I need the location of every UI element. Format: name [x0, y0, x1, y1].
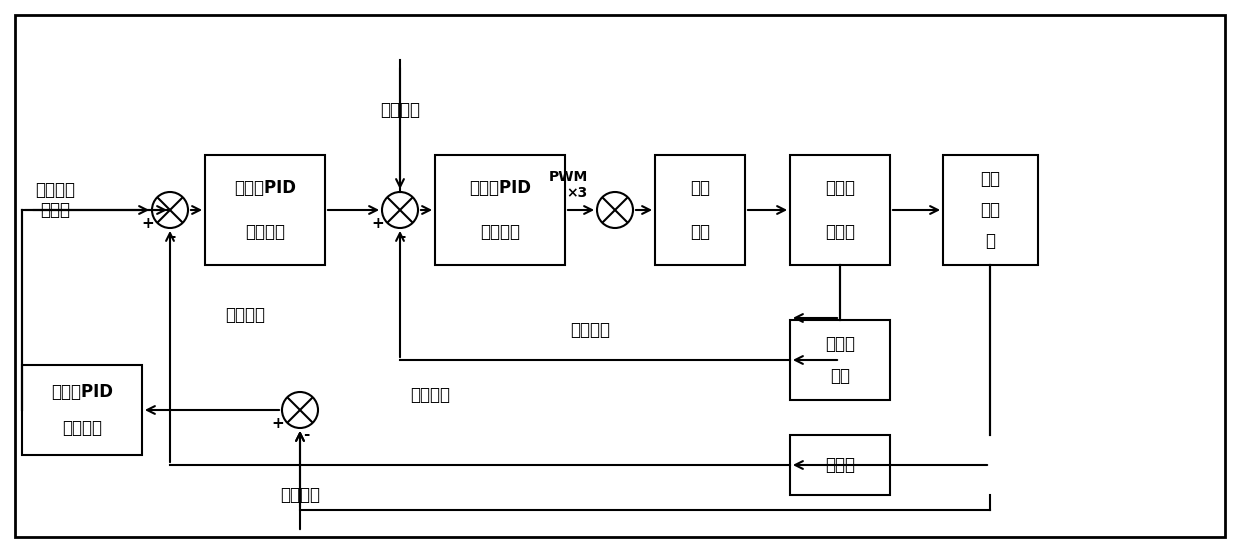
Bar — [22, 365, 143, 455]
Text: 当前偏距: 当前偏距 — [410, 386, 450, 404]
Text: 当前角度: 当前角度 — [224, 306, 265, 324]
Text: +: + — [272, 417, 284, 432]
Text: 控制单元: 控制单元 — [62, 419, 102, 437]
Text: -: - — [399, 229, 405, 243]
Text: 期望偏距: 期望偏距 — [280, 486, 320, 504]
Text: 姿态环PID: 姿态环PID — [234, 179, 296, 197]
Bar — [205, 155, 325, 265]
Text: 扫地: 扫地 — [980, 169, 999, 188]
Text: 期望姿态
偏航角: 期望姿态 偏航角 — [35, 181, 74, 219]
Text: 直流有: 直流有 — [825, 179, 856, 197]
Text: PWM
×3: PWM ×3 — [549, 170, 588, 200]
Bar — [790, 435, 890, 495]
Circle shape — [153, 192, 188, 228]
Text: 机器: 机器 — [980, 201, 999, 219]
Text: 驱动: 驱动 — [689, 179, 711, 197]
Text: 速度环PID: 速度环PID — [469, 179, 531, 197]
Text: 偏距环PID: 偏距环PID — [51, 383, 113, 401]
Text: 人: 人 — [985, 232, 994, 251]
Text: 光电编: 光电编 — [825, 335, 856, 353]
Text: 控制单元: 控制单元 — [480, 223, 520, 241]
Text: 刷电机: 刷电机 — [825, 223, 856, 241]
Text: 陀螺仪: 陀螺仪 — [825, 456, 856, 474]
Text: 控制单元: 控制单元 — [246, 223, 285, 241]
Text: -: - — [169, 229, 175, 243]
Circle shape — [596, 192, 632, 228]
Bar — [942, 155, 1038, 265]
Text: 码器: 码器 — [830, 367, 849, 385]
Bar — [435, 155, 565, 265]
Circle shape — [382, 192, 418, 228]
Text: -: - — [303, 427, 309, 443]
Text: +: + — [372, 216, 384, 231]
Text: 单元: 单元 — [689, 223, 711, 241]
Bar — [790, 155, 890, 265]
Text: +: + — [141, 216, 154, 231]
Text: 期望速度: 期望速度 — [379, 101, 420, 119]
Bar — [655, 155, 745, 265]
Circle shape — [281, 392, 317, 428]
Text: 当前速度: 当前速度 — [570, 321, 610, 339]
Bar — [790, 320, 890, 400]
